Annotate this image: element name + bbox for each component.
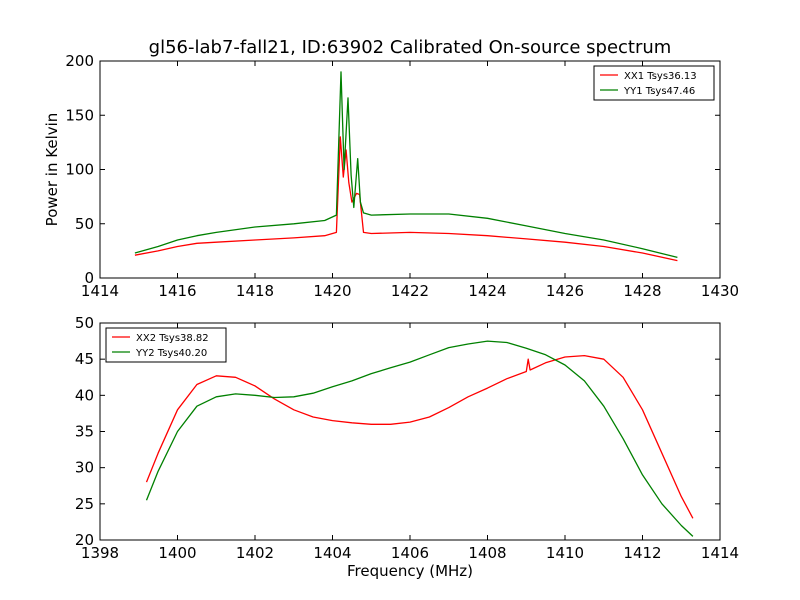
- y-tick-label: 30: [75, 459, 94, 477]
- legend: XX2 Tsys38.82 YY2 Tsys40.20: [105, 327, 227, 363]
- legend-label-2: YY2 Tsys40.20: [135, 348, 207, 359]
- legend-label-1: XX2 Tsys38.82: [136, 333, 209, 344]
- x-tick-label: 1398: [81, 544, 119, 562]
- x-tick-label: 1414: [81, 282, 119, 300]
- x-tick-label: 1426: [546, 282, 584, 300]
- series-line-2: [134, 71, 678, 259]
- x-tick-label: 1428: [623, 282, 661, 300]
- legend-box: [105, 327, 227, 363]
- figure-title: gl56-lab7-fall21, ID:63902 Calibrated On…: [149, 37, 672, 58]
- legend-label-1: XX1 Tsys36.13: [624, 71, 697, 82]
- legend-box: [593, 65, 715, 101]
- x-tick-label: 1400: [158, 544, 196, 562]
- x-tick-label: 1430: [701, 282, 739, 300]
- x-axis-label: Frequency (MHz): [347, 562, 473, 580]
- x-tick-label: 1424: [468, 282, 506, 300]
- x-tick-label: 1414: [701, 544, 739, 562]
- y-tick-label: 25: [75, 495, 94, 513]
- x-tick-label: 1422: [391, 282, 429, 300]
- x-tick-label: 1416: [158, 282, 196, 300]
- y-tick-label: 150: [65, 106, 94, 124]
- y-tick-label: 40: [75, 386, 94, 404]
- series-line-1: [145, 354, 694, 519]
- x-tick-label: 1406: [391, 544, 429, 562]
- x-tick-label: 1418: [236, 282, 274, 300]
- y-tick-label: 20: [75, 531, 94, 549]
- series-line-1: [134, 136, 678, 262]
- y-tick-label: 0: [84, 269, 94, 287]
- legend-label-2: YY1 Tsys47.46: [623, 86, 695, 97]
- x-tick-label: 1420: [313, 282, 351, 300]
- legend: XX1 Tsys36.13 YY1 Tsys47.46: [593, 65, 715, 101]
- top-spectrum-panel: 1414 1416 1418 1420 1422 1424 1426 1428 1430 0 50 1…: [43, 52, 739, 300]
- y-axis-label: Power in Kelvin: [43, 113, 61, 227]
- series-line-2: [145, 340, 694, 537]
- x-tick-label: 1408: [468, 544, 506, 562]
- x-tick-label: 1402: [236, 544, 274, 562]
- y-tick-label: 35: [75, 423, 94, 441]
- y-tick-label: 100: [65, 161, 94, 179]
- x-tick-label: 1410: [546, 544, 584, 562]
- y-tick-label: 50: [75, 314, 94, 332]
- y-tick-label: 200: [65, 52, 94, 70]
- x-tick-label: 1412: [623, 544, 661, 562]
- y-tick-label: 45: [75, 350, 94, 368]
- y-tick-label: 50: [75, 215, 94, 233]
- x-tick-label: 1404: [313, 544, 351, 562]
- bottom-spectrum-panel: 1398 1400 1402 1404 1406 1408 1410 1412 1414 20 25…: [75, 314, 739, 580]
